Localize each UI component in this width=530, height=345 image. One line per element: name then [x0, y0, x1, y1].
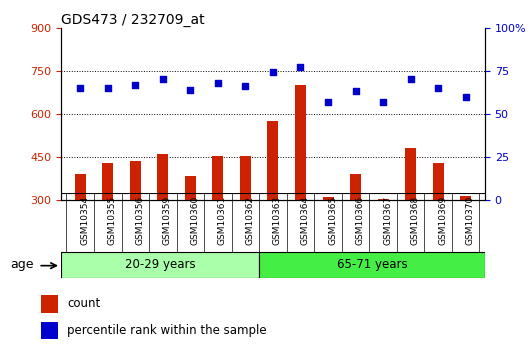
- Point: [76, 85, 84, 91]
- Point: [131, 82, 139, 87]
- Point: [324, 99, 332, 105]
- Text: GSM10360: GSM10360: [190, 196, 199, 245]
- Bar: [323, 197, 333, 200]
- Bar: [41, 295, 58, 313]
- Point: [241, 83, 250, 89]
- Bar: [460, 196, 471, 200]
- Point: [269, 70, 277, 75]
- Point: [462, 94, 470, 99]
- Text: GSM10359: GSM10359: [163, 196, 172, 245]
- Text: GSM10363: GSM10363: [273, 196, 282, 245]
- Bar: [185, 176, 196, 200]
- Text: GSM10356: GSM10356: [135, 196, 144, 245]
- Point: [351, 89, 360, 94]
- Bar: [240, 156, 251, 200]
- Text: GSM10355: GSM10355: [108, 196, 117, 245]
- Text: GSM10354: GSM10354: [80, 196, 89, 245]
- Point: [434, 85, 443, 91]
- Bar: [41, 322, 58, 339]
- Text: GSM10369: GSM10369: [438, 196, 447, 245]
- Text: age: age: [11, 258, 34, 271]
- Text: 65-71 years: 65-71 years: [337, 258, 407, 271]
- Text: GSM10365: GSM10365: [328, 196, 337, 245]
- Text: GSM10362: GSM10362: [245, 196, 254, 245]
- Bar: [405, 148, 416, 200]
- Point: [407, 77, 415, 82]
- Text: GSM10370: GSM10370: [466, 196, 475, 245]
- Text: GSM10364: GSM10364: [301, 196, 310, 245]
- Text: GSM10366: GSM10366: [356, 196, 365, 245]
- Point: [214, 80, 222, 86]
- Bar: [157, 154, 169, 200]
- Point: [103, 85, 112, 91]
- Bar: [102, 163, 113, 200]
- Text: GSM10361: GSM10361: [218, 196, 227, 245]
- Point: [296, 65, 305, 70]
- Bar: [295, 85, 306, 200]
- Text: percentile rank within the sample: percentile rank within the sample: [67, 324, 267, 337]
- Bar: [259, 252, 485, 278]
- Point: [379, 99, 387, 105]
- Point: [158, 77, 167, 82]
- Bar: [61, 252, 259, 278]
- Text: 20-29 years: 20-29 years: [125, 258, 195, 271]
- Bar: [350, 174, 361, 200]
- Bar: [213, 156, 223, 200]
- Point: [186, 87, 195, 92]
- Bar: [432, 163, 444, 200]
- Text: GSM10368: GSM10368: [411, 196, 420, 245]
- Bar: [377, 199, 388, 200]
- Text: GDS473 / 232709_at: GDS473 / 232709_at: [61, 12, 205, 27]
- Bar: [268, 121, 278, 200]
- Text: count: count: [67, 297, 100, 310]
- Bar: [130, 161, 141, 200]
- Bar: [75, 174, 86, 200]
- Text: GSM10367: GSM10367: [383, 196, 392, 245]
